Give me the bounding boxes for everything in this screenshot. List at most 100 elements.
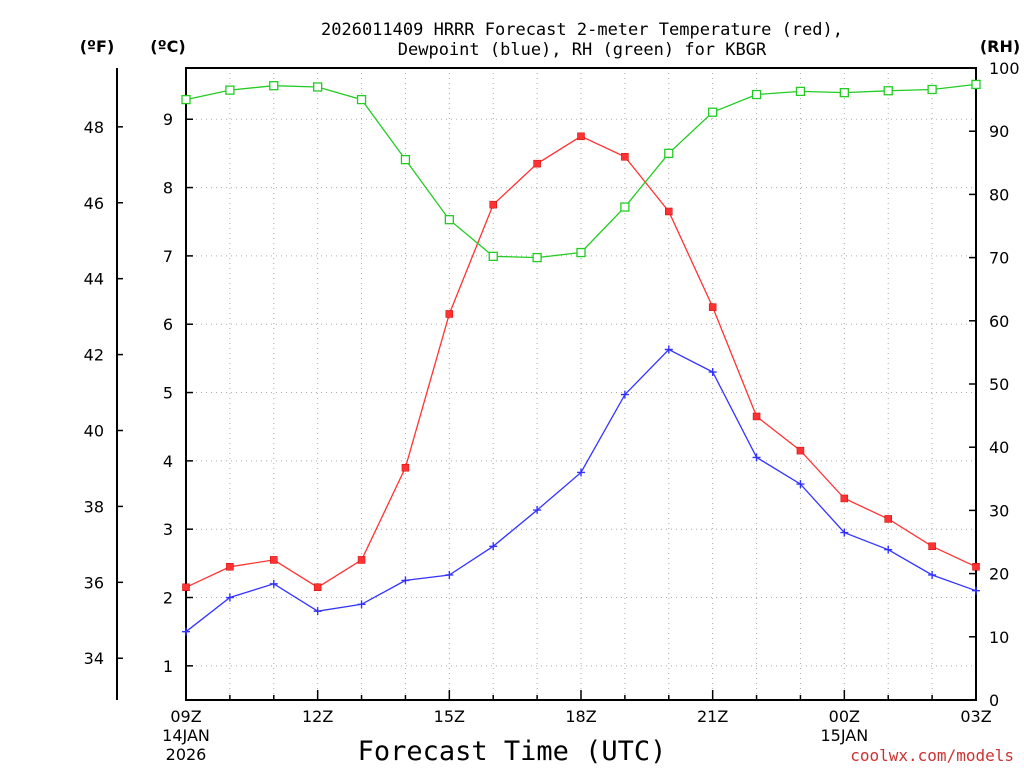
- rh-tick-label: 30: [989, 501, 1009, 520]
- temperature-point: [226, 563, 234, 571]
- fahrenheit-axis-label: (ºF): [80, 37, 115, 56]
- dewpoint-point: [840, 528, 849, 537]
- dewpoint-point: [708, 368, 717, 377]
- temperature-point: [621, 153, 629, 161]
- x-tick-label: 21Z: [697, 707, 728, 726]
- dewpoint-point: [313, 607, 322, 616]
- rh-tick-label: 10: [989, 628, 1009, 647]
- temperature-point: [796, 446, 805, 455]
- rh-point: [751, 89, 762, 100]
- rh-axis-label: (RH): [980, 37, 1020, 56]
- rh-tick-label: 20: [989, 565, 1009, 584]
- celsius-tick-label: 4: [163, 452, 173, 471]
- celsius-tick-label: 6: [163, 315, 173, 334]
- temperature-point: [270, 556, 278, 564]
- rh-point: [664, 148, 674, 158]
- rh-tick-label: 90: [989, 122, 1009, 141]
- rh-point: [269, 81, 279, 91]
- rh-point: [225, 85, 235, 95]
- x-tick-label: 03Z: [960, 707, 991, 726]
- temperature-point: [489, 200, 497, 209]
- celsius-tick-label: 2: [163, 589, 173, 608]
- rh-tick-label: 100: [989, 59, 1020, 78]
- fahrenheit-tick-label: 40: [84, 421, 104, 440]
- temperature-point: [401, 463, 410, 472]
- rh-tick-label: 80: [989, 185, 1009, 204]
- axes: [116, 67, 977, 701]
- credit-text: coolwx.com/models: [850, 746, 1014, 765]
- temperature-point: [313, 583, 322, 592]
- temperature-point: [445, 310, 454, 318]
- rh-point: [181, 94, 191, 105]
- celsius-tick-label: 1: [163, 657, 173, 676]
- temperature-point: [884, 515, 892, 523]
- fahrenheit-tick-label: 48: [84, 118, 104, 137]
- x-year-label: 2026: [166, 745, 207, 764]
- fahrenheit-tick-label: 38: [84, 497, 104, 516]
- rh-point: [620, 202, 630, 212]
- dewpoint-point: [664, 345, 673, 354]
- rh-point: [708, 107, 718, 117]
- temperature-point: [972, 563, 980, 571]
- rh-point: [488, 251, 498, 261]
- rh-tick-label: 70: [989, 249, 1009, 268]
- temperature-point: [840, 494, 849, 503]
- temperature-point: [357, 556, 366, 564]
- rh-point: [883, 86, 893, 96]
- dewpoint-point: [225, 593, 234, 602]
- dewpoint-point: [489, 542, 498, 551]
- temperature-point: [665, 207, 673, 216]
- fahrenheit-tick-label: 36: [84, 573, 104, 592]
- dewpoint-point: [182, 627, 190, 636]
- dewpoint-point: [577, 468, 585, 477]
- temperature-point: [752, 412, 761, 421]
- dewpoint-point: [928, 570, 937, 579]
- rh-point: [927, 84, 937, 95]
- temperature-point: [182, 583, 190, 592]
- x-tick-label: 09Z: [170, 707, 201, 726]
- celsius-axis-label: (ºC): [150, 37, 185, 56]
- celsius-tick-label: 3: [163, 520, 173, 539]
- fahrenheit-tick-label: 34: [84, 649, 104, 668]
- celsius-tick-label: 7: [163, 247, 173, 266]
- ticks: 1234567893436384042444648010203040506070…: [84, 59, 1020, 764]
- x-tick-label: 12Z: [302, 707, 333, 726]
- dewpoint-point: [796, 480, 805, 489]
- temperature-point: [708, 303, 717, 311]
- rh-point: [795, 86, 806, 97]
- celsius-tick-label: 5: [163, 384, 173, 403]
- rh-point: [971, 79, 981, 90]
- dewpoint-line: [185, 348, 977, 633]
- fahrenheit-tick-label: 46: [84, 194, 104, 213]
- dewpoint-point: [401, 576, 410, 585]
- chart-title-line1: 2026011409 HRRR Forecast 2-meter Tempera…: [321, 20, 843, 40]
- rh-point: [313, 82, 323, 92]
- grid: [186, 68, 976, 700]
- rh-point: [356, 94, 367, 105]
- x-tick-label: 15Z: [434, 707, 465, 726]
- temperature-point: [577, 132, 585, 141]
- rh-point: [576, 247, 586, 258]
- dewpoint-point: [752, 453, 761, 462]
- fahrenheit-tick-label: 44: [84, 270, 104, 289]
- dewpoint-point: [533, 506, 542, 515]
- x-date-label: 14JAN: [162, 726, 210, 745]
- dewpoint-point: [445, 570, 454, 579]
- x-tick-label: 00Z: [829, 707, 860, 726]
- temperature-point: [928, 542, 936, 551]
- dewpoint-point: [884, 545, 893, 554]
- x-axis-label: Forecast Time (UTC): [358, 736, 667, 767]
- dewpoint-point: [269, 579, 278, 588]
- rh-tick-label: 0: [989, 691, 999, 710]
- rh-tick-label: 60: [989, 312, 1009, 331]
- fahrenheit-tick-label: 42: [84, 346, 104, 365]
- rh-point: [400, 154, 411, 165]
- celsius-tick-label: 9: [163, 110, 173, 129]
- temperature-point: [533, 159, 541, 168]
- rh-point: [444, 215, 454, 225]
- series: [181, 79, 981, 636]
- dewpoint-point: [972, 586, 980, 595]
- x-tick-label: 18Z: [565, 707, 596, 726]
- x-date-label: 15JAN: [820, 726, 868, 745]
